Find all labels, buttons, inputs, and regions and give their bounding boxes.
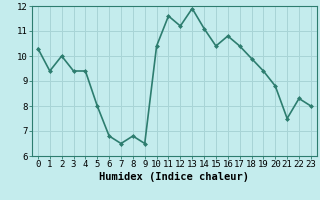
X-axis label: Humidex (Indice chaleur): Humidex (Indice chaleur) — [100, 172, 249, 182]
